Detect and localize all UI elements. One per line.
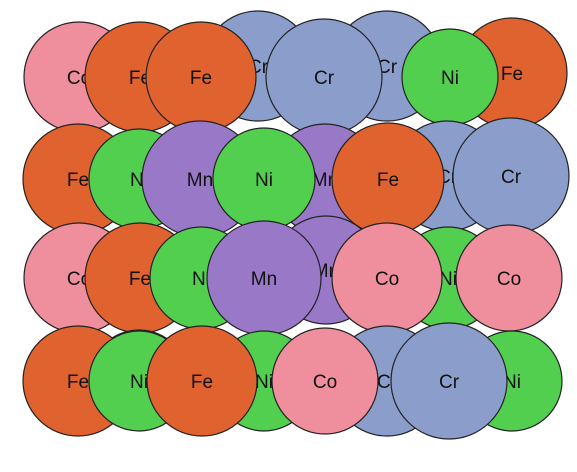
atom-label: Ni — [439, 269, 457, 290]
atom-label: Cr — [501, 167, 522, 188]
atom-fe: Fe — [145, 21, 257, 133]
atom-label: Fe — [190, 68, 212, 89]
atom-label: Cr — [439, 372, 460, 393]
atom-label: Mn — [187, 170, 213, 191]
atom-circle — [146, 325, 258, 437]
atom-fe: Fe — [331, 122, 445, 236]
atom-label: Co — [313, 372, 337, 393]
atom-label: Mn — [251, 269, 277, 290]
atom-label: Fe — [129, 269, 151, 290]
atom-cr: Cr — [452, 117, 570, 235]
atom-label: Ni — [192, 269, 210, 290]
atom-co: Co — [455, 224, 563, 332]
atom-co: Co — [271, 327, 379, 435]
atom-co: Co — [331, 222, 443, 334]
atom-label: Co — [497, 269, 521, 290]
atom-label: Fe — [377, 170, 399, 191]
atom-cr: Cr — [265, 18, 383, 136]
atom-cr: Cr — [390, 322, 508, 440]
atom-label: Fe — [67, 372, 89, 393]
atom-ni: Ni — [401, 28, 499, 126]
atom-label: Ni — [255, 372, 273, 393]
atom-fe: Fe — [146, 325, 258, 437]
atom-ni: Ni — [212, 127, 316, 231]
atom-label: Cr — [314, 68, 335, 89]
atom-label: Ni — [441, 68, 459, 89]
atom-circle — [271, 327, 379, 435]
atom-mn: Mn — [206, 220, 322, 336]
atom-label: Fe — [501, 64, 523, 85]
atom-label: Fe — [191, 372, 213, 393]
atom-circle — [390, 322, 508, 440]
atom-label: Ni — [130, 372, 148, 393]
atom-label: Co — [375, 269, 399, 290]
atom-label: Ni — [255, 170, 273, 191]
atom-label: Fe — [67, 170, 89, 191]
atom-label: Ni — [503, 372, 521, 393]
